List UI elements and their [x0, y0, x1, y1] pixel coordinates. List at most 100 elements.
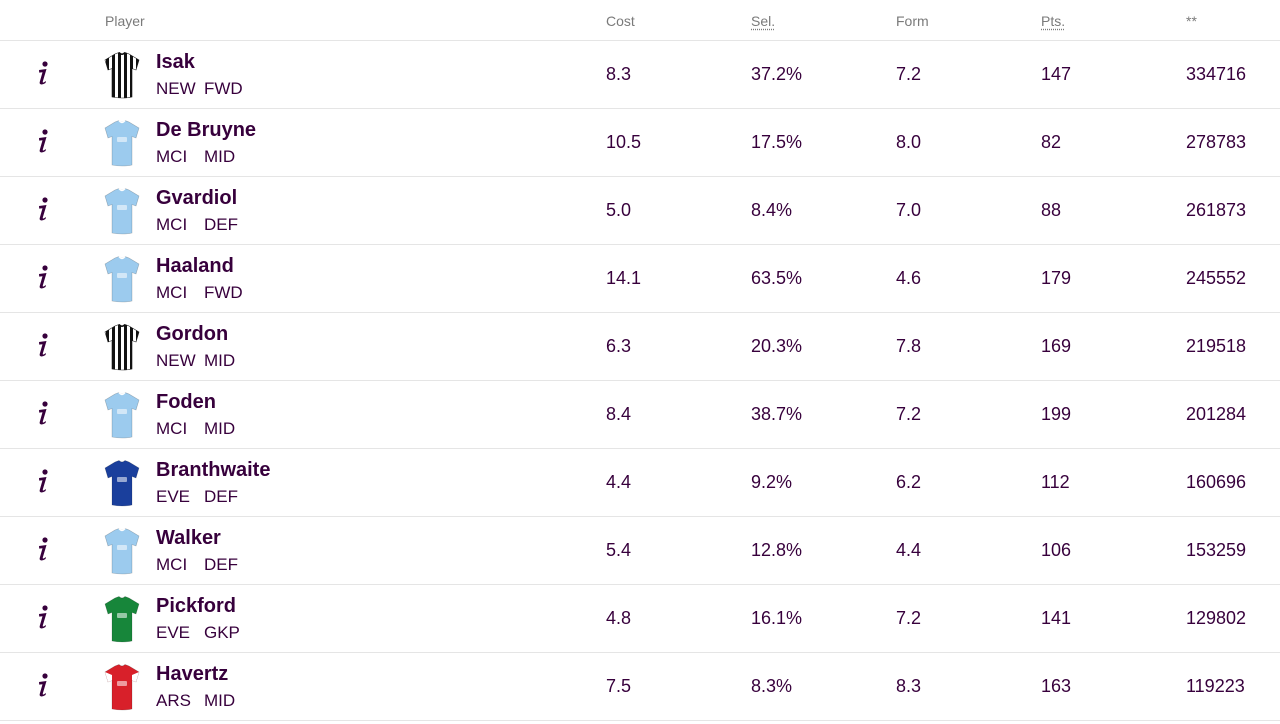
player-team: MCI: [156, 147, 188, 166]
player-name[interactable]: Isak: [156, 51, 195, 73]
player-cost: 6.3: [606, 336, 632, 356]
player-points: 141: [1041, 608, 1072, 628]
player-cost: 5.0: [606, 200, 632, 220]
player-form: 7.2: [896, 608, 922, 628]
table-row[interactable]: Gvardiol MCI DEF 5.0 8.4% 7.0 88 261873: [0, 177, 1280, 245]
player-form: 4.4: [896, 540, 922, 560]
shirt-icon: [104, 51, 140, 99]
info-icon[interactable]: [34, 671, 52, 701]
player-position: FWD: [204, 79, 243, 98]
shirt-icon: [104, 595, 140, 643]
player-position: MID: [204, 691, 236, 710]
player-team: MCI: [156, 215, 188, 234]
player-stat: 119223: [1186, 676, 1245, 696]
table-row[interactable]: Foden MCI MID 8.4 38.7% 7.2 199 201284: [0, 381, 1280, 449]
header-cost[interactable]: Cost: [606, 13, 635, 29]
player-stat: 201284: [1186, 404, 1247, 424]
player-team: MCI: [156, 555, 188, 574]
player-cost: 8.3: [606, 64, 632, 84]
table-row[interactable]: Branthwaite EVE DEF 4.4 9.2% 6.2 112 160…: [0, 449, 1280, 517]
shirt-icon: [104, 391, 140, 439]
player-position: MID: [204, 147, 236, 166]
player-team: EVE: [156, 623, 191, 642]
player-position: DEF: [204, 487, 238, 506]
shirt-icon: [104, 527, 140, 575]
player-stat: 334716: [1186, 64, 1247, 84]
info-icon[interactable]: [34, 263, 52, 293]
player-name[interactable]: Gvardiol: [156, 187, 238, 209]
player-team: NEW: [156, 79, 196, 98]
player-selected: 12.8%: [751, 540, 803, 560]
player-position: DEF: [204, 215, 238, 234]
player-selected: 20.3%: [751, 336, 803, 356]
shirt-icon: [104, 119, 140, 167]
shirt-icon: [104, 255, 140, 303]
player-points: 112: [1041, 472, 1070, 492]
player-form: 8.3: [896, 676, 922, 696]
player-cost: 14.1: [606, 268, 642, 288]
info-icon[interactable]: [34, 603, 52, 633]
player-form: 6.2: [896, 472, 922, 492]
player-form: 4.6: [896, 268, 922, 288]
player-name[interactable]: Walker: [156, 527, 221, 549]
info-icon[interactable]: [34, 467, 52, 497]
table-row[interactable]: Walker MCI DEF 5.4 12.8% 4.4 106 153259: [0, 517, 1280, 585]
header-form[interactable]: Form: [896, 13, 929, 29]
table-row[interactable]: Isak NEW FWD 8.3 37.2% 7.2 147 334716: [0, 41, 1280, 109]
player-stat: 245552: [1186, 268, 1247, 288]
header-points[interactable]: Pts.: [1041, 13, 1066, 29]
header-selected[interactable]: Sel.: [751, 13, 776, 29]
player-selected: 38.7%: [751, 404, 803, 424]
table-row[interactable]: Havertz ARS MID 7.5 8.3% 8.3 163 119223: [0, 653, 1280, 721]
player-name[interactable]: Branthwaite: [156, 459, 271, 481]
player-position: DEF: [204, 555, 238, 574]
player-points: 106: [1041, 540, 1072, 560]
player-name[interactable]: De Bruyne: [156, 119, 257, 141]
player-stat: 261873: [1186, 200, 1247, 220]
header-player[interactable]: Player: [105, 13, 145, 29]
player-stat: 160696: [1186, 472, 1247, 492]
player-form: 7.8: [896, 336, 922, 356]
table-row[interactable]: Pickford EVE GKP 4.8 16.1% 7.2 141 12980…: [0, 585, 1280, 653]
player-form: 7.2: [896, 64, 922, 84]
header-stat[interactable]: **: [1186, 13, 1197, 29]
player-cost: 10.5: [606, 132, 642, 152]
table-row[interactable]: Gordon NEW MID 6.3 20.3% 7.8 169 219518: [0, 313, 1280, 381]
player-points: 163: [1041, 676, 1072, 696]
table-row[interactable]: De Bruyne MCI MID 10.5 17.5% 8.0 82 2787…: [0, 109, 1280, 177]
player-cost: 4.8: [606, 608, 632, 628]
player-team: EVE: [156, 487, 191, 506]
player-name[interactable]: Pickford: [156, 595, 237, 617]
table-row[interactable]: Haaland MCI FWD 14.1 63.5% 4.6 179 24555…: [0, 245, 1280, 313]
player-position: GKP: [204, 623, 240, 642]
player-points: 147: [1041, 64, 1072, 84]
player-selected: 16.1%: [751, 608, 803, 628]
player-selected: 9.2%: [751, 472, 793, 492]
table-header: Player Cost Sel. Form Pts. **: [0, 0, 1280, 41]
player-stat: 278783: [1186, 132, 1247, 152]
info-icon[interactable]: [34, 535, 52, 565]
player-name[interactable]: Havertz: [156, 663, 229, 685]
player-position: MID: [204, 419, 236, 438]
info-icon[interactable]: [34, 195, 52, 225]
info-icon[interactable]: [34, 331, 52, 361]
shirt-icon: [104, 323, 140, 371]
info-icon[interactable]: [34, 59, 52, 89]
player-selected: 63.5%: [751, 268, 803, 288]
player-selected: 37.2%: [751, 64, 803, 84]
player-name[interactable]: Gordon: [156, 323, 229, 345]
player-selected: 8.4%: [751, 200, 793, 220]
player-cost: 5.4: [606, 540, 632, 560]
player-position: MID: [204, 351, 236, 370]
player-cost: 8.4: [606, 404, 632, 424]
info-icon[interactable]: [34, 399, 52, 429]
shirt-icon: [104, 663, 140, 711]
player-team: NEW: [156, 351, 196, 370]
info-icon[interactable]: [34, 127, 52, 157]
player-stat: 219518: [1186, 336, 1247, 356]
player-name[interactable]: Haaland: [156, 255, 234, 277]
player-cost: 4.4: [606, 472, 632, 492]
player-points: 169: [1041, 336, 1072, 356]
player-name[interactable]: Foden: [156, 391, 216, 413]
player-form: 8.0: [896, 132, 922, 152]
